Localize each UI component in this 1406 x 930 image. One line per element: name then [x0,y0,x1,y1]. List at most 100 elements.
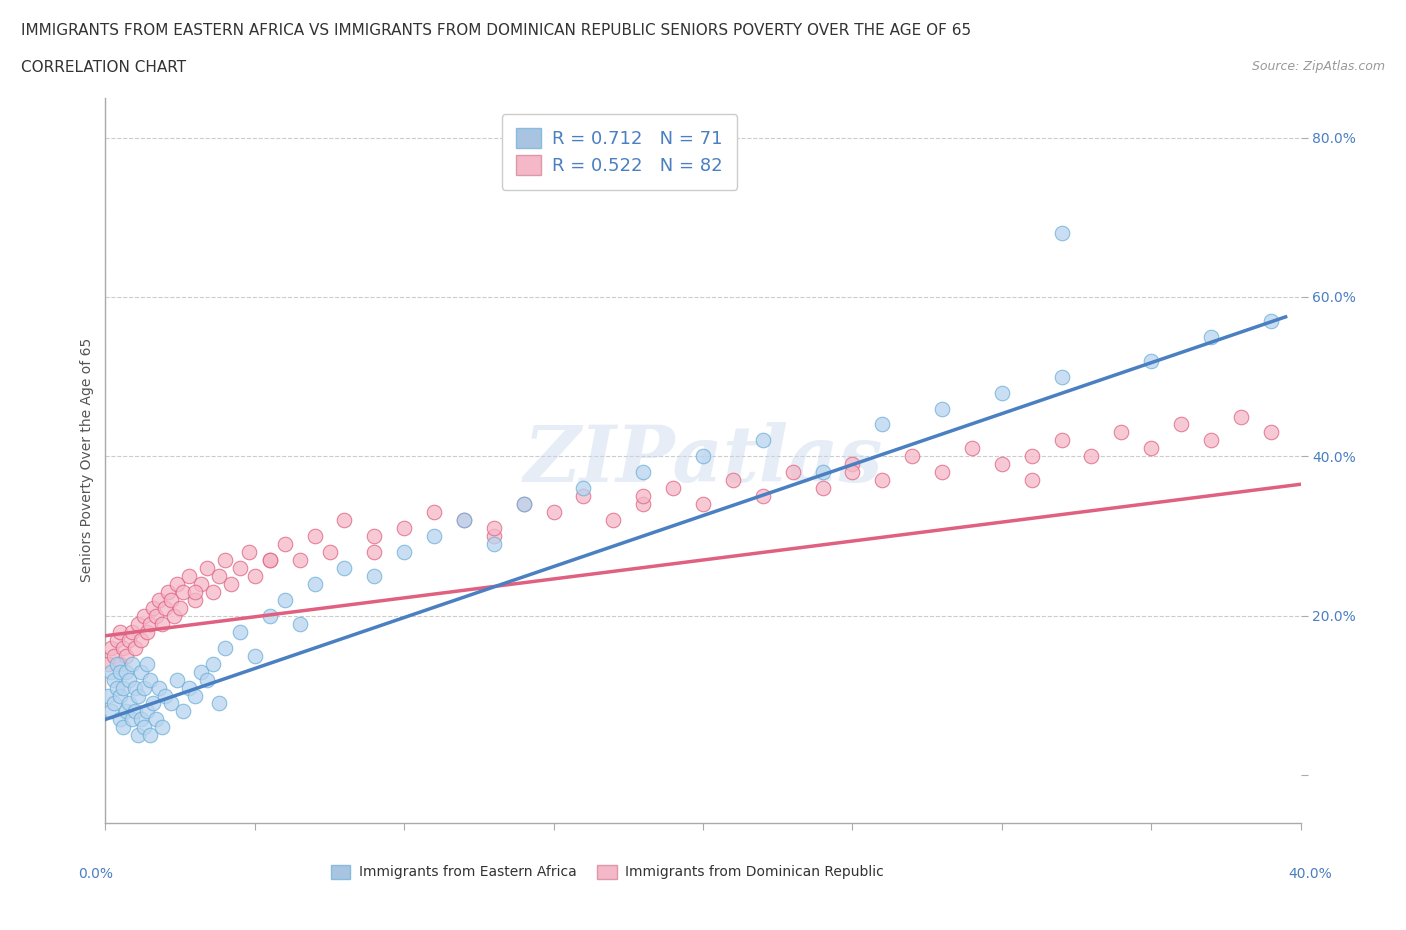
Point [142,601,165,616]
Point [1170,417,1192,432]
Point [602,512,624,527]
Point [127,728,149,743]
Point [1140,441,1163,456]
Point [692,497,714,512]
Point [633,489,655,504]
Point [202,584,225,599]
Text: 0.0%: 0.0% [79,867,112,881]
Point [145,712,167,727]
Point [288,617,311,631]
Text: IMMIGRANTS FROM EASTERN AFRICA VS IMMIGRANTS FROM DOMINICAN REPUBLIC SENIORS POV: IMMIGRANTS FROM EASTERN AFRICA VS IMMIGR… [21,23,972,38]
Point [121,624,143,639]
Point [990,457,1012,472]
Text: 40.0%: 40.0% [1288,867,1333,881]
Point [363,528,385,543]
Point [155,601,177,616]
Point [118,632,141,647]
Point [134,720,156,735]
Point [259,608,281,623]
Point [482,521,505,536]
Point [129,632,153,647]
Point [1050,226,1073,241]
Point [145,608,167,623]
Point [97,688,120,703]
Legend: Immigrants from Eastern Africa, Immigrants from Dominican Republic: Immigrants from Eastern Africa, Immigran… [325,859,890,885]
Point [150,720,173,735]
Point [184,592,207,607]
Point [214,640,236,655]
Point [129,664,153,679]
Text: ZIPatlas: ZIPatlas [523,422,883,498]
Point [318,545,340,560]
Point [103,648,125,663]
Point [134,680,156,695]
Point [139,728,162,743]
Point [229,624,252,639]
Point [136,704,159,719]
Point [394,545,416,560]
Point [219,577,242,591]
Point [662,481,685,496]
Point [202,657,225,671]
Point [513,497,536,512]
Point [1080,449,1102,464]
Point [166,577,188,591]
Point [136,624,159,639]
Point [931,401,953,416]
Point [1050,369,1073,384]
Point [103,672,125,687]
Point [259,552,281,567]
Point [751,489,773,504]
Point [259,552,281,567]
Point [333,561,356,576]
Point [633,497,655,512]
Point [1021,472,1043,487]
Point [782,465,804,480]
Point [139,672,162,687]
Point [121,657,143,671]
Point [1260,425,1282,440]
Point [184,688,207,703]
Point [543,505,565,520]
Point [1140,353,1163,368]
Point [304,528,326,543]
Point [1021,449,1043,464]
Point [1199,329,1222,344]
Point [97,657,120,671]
Point [148,592,170,607]
Point [243,648,266,663]
Point [841,465,863,480]
Point [990,385,1012,400]
Point [482,537,505,551]
Point [112,640,135,655]
Point [160,592,183,607]
Point [721,472,744,487]
Point [304,577,326,591]
Point [103,696,125,711]
Point [841,457,863,472]
Point [157,584,180,599]
Point [872,417,894,432]
Point [155,688,177,703]
Point [142,696,165,711]
Point [112,680,135,695]
Point [572,489,595,504]
Point [115,664,138,679]
Point [692,449,714,464]
Point [112,720,135,735]
Point [208,568,231,583]
Point [110,712,132,727]
Point [127,688,149,703]
Point [811,481,834,496]
Point [150,617,173,631]
Point [115,648,138,663]
Point [121,712,143,727]
Point [160,696,183,711]
Point [136,657,159,671]
Point [208,696,231,711]
Point [960,441,983,456]
Point [1260,313,1282,328]
Point [100,664,122,679]
Point [124,704,146,719]
Point [139,617,162,631]
